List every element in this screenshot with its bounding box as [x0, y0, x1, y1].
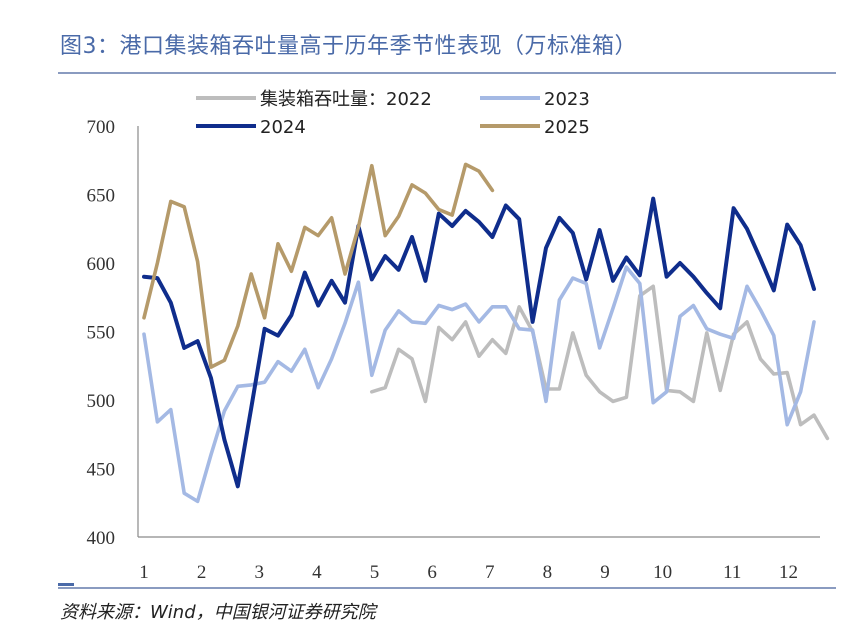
y-tick-label: 600	[87, 254, 116, 275]
legend-label-4: 2025	[544, 117, 590, 138]
y-tick-label: 400	[87, 528, 116, 549]
x-tick-label: 3	[254, 562, 264, 583]
series-line-3	[142, 196, 816, 489]
chart-title: 图3：港口集装箱吞吐量高于历年季节性表现（万标准箱）	[60, 34, 637, 59]
x-tick-label: 5	[370, 562, 380, 583]
x-tick-label: 11	[723, 562, 741, 583]
y-tick-label: 700	[87, 117, 116, 138]
series-line-1	[370, 284, 830, 441]
bottom-rule	[58, 587, 836, 589]
x-tick-label: 6	[427, 562, 437, 583]
x-tick-label: 1	[139, 562, 149, 583]
x-tick-label: 9	[600, 562, 610, 583]
legend-label-3: 2024	[260, 117, 306, 138]
x-tick-label: 8	[543, 562, 553, 583]
x-tick-label: 2	[197, 562, 207, 583]
y-tick-label: 500	[87, 391, 116, 412]
y-tick-label: 550	[87, 323, 116, 344]
legend-label-2: 2023	[544, 89, 590, 110]
y-tick-label: 450	[87, 460, 116, 481]
legend-label-1: 集装箱吞吐量：2022	[260, 89, 432, 110]
x-tick-label: 12	[779, 562, 798, 583]
series-group	[142, 162, 830, 504]
x-tick-label: 7	[485, 562, 495, 583]
y-tick-label: 650	[87, 186, 116, 207]
top-rule	[58, 72, 836, 74]
series-line-4	[142, 162, 495, 369]
source-note: 资料来源：Wind，中国银河证券研究院	[60, 602, 376, 623]
bottom-rule-mark	[58, 583, 74, 586]
x-tick-label: 10	[653, 562, 672, 583]
x-tick-label: 4	[312, 562, 322, 583]
legend: 集装箱吞吐量：2022 2023 2024 2025	[196, 89, 590, 138]
